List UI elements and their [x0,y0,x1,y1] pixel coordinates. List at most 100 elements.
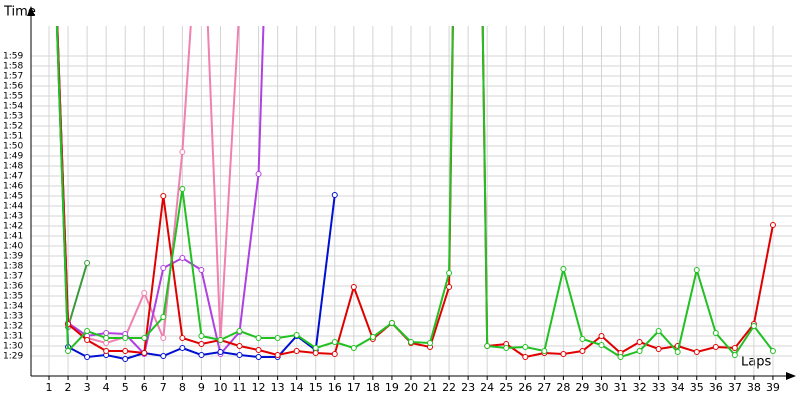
point [522,344,529,350]
y-tick-label: 1:54 [3,102,23,112]
x-tick-label: 22 [442,381,456,394]
x-tick-label: 29 [575,381,589,394]
x-tick-label: 33 [652,381,666,394]
point [446,284,453,290]
x-tick-label: 30 [594,381,608,394]
x-tick-label: 12 [252,381,266,394]
point [731,352,738,358]
y-tick-label: 1:42 [3,222,23,232]
point [179,335,186,341]
x-tick-label: 38 [747,381,761,394]
y-tick-label: 1:51 [3,132,23,142]
point [255,354,262,360]
point [84,328,91,334]
point [198,267,205,273]
point [636,339,643,345]
y-tick-label: 1:30 [3,342,23,352]
point [598,333,605,339]
point [579,348,586,354]
point [179,345,186,351]
point [598,342,605,348]
series-line [55,26,336,361]
point [103,340,110,346]
x-tick-label: 10 [213,381,227,394]
point [274,335,281,341]
y-tick-label: 1:39 [3,252,23,262]
point [617,354,624,360]
x-tick-label: 17 [347,381,361,394]
point [636,348,643,354]
point [750,323,757,329]
point [141,335,148,341]
y-tick-label: 1:38 [3,262,23,272]
point [217,337,224,343]
x-tick-label: 23 [461,381,475,394]
y-tick-label: 1:59 [3,52,23,62]
point [369,334,376,340]
x-tick-label: 13 [271,381,285,394]
x-tick-label: 27 [537,381,551,394]
point [236,352,243,358]
x-tick-label: 34 [671,381,685,394]
x-tick-label: 7 [160,381,167,394]
y-tick-label: 1:47 [3,172,23,182]
point [84,337,91,343]
x-tick-label: 31 [614,381,628,394]
y-tick-label: 1:55 [3,92,23,102]
point [198,352,205,358]
point [179,186,186,192]
point [274,352,281,358]
x-tick-label: 21 [423,381,437,394]
y-tick-label: 1:33 [3,312,23,322]
y-axis-arrow [27,6,35,16]
x-tick-label: 20 [404,381,418,394]
y-tick-label: 1:53 [3,112,23,122]
point [255,335,262,341]
point [141,350,148,356]
x-tick-label: 25 [499,381,513,394]
point [712,330,719,336]
point [179,255,186,261]
point [560,351,567,357]
point [655,346,662,352]
y-tick-label: 1:46 [3,182,23,192]
x-tick-label: 16 [328,381,342,394]
x-tick-label: 2 [65,381,72,394]
x-tick-label: 15 [309,381,323,394]
y-tick-label: 1:48 [3,162,23,172]
x-tick-label: 24 [480,381,494,394]
point [331,351,338,357]
y-tick-label: 1:34 [3,302,23,312]
x-tick-label: 1 [46,381,53,394]
y-tick-label: 1:31 [3,332,23,342]
y-tick-label: 1:50 [3,142,23,152]
y-tick-label: 1:43 [3,212,23,222]
point [312,345,319,351]
point [350,284,357,290]
point [407,339,414,345]
x-tick-label: 32 [633,381,647,394]
point [141,290,148,296]
point [503,345,510,351]
point [122,348,129,354]
point [103,348,110,354]
point [693,267,700,273]
x-tick-label: 6 [141,381,148,394]
y-tick-label: 1:36 [3,282,23,292]
point [84,354,91,360]
point [522,354,529,360]
point [255,171,262,177]
point [731,345,738,351]
y-tick-label: 1:37 [3,272,23,282]
point [255,347,262,353]
y-tick-label: 1:58 [3,62,23,72]
y-tick-label: 1:40 [3,242,23,252]
point [769,222,776,228]
point [769,348,776,354]
y-tick-label: 1:29 [3,352,23,362]
x-tick-label: 4 [103,381,110,394]
point [65,348,72,354]
x-tick-label: 37 [728,381,742,394]
point [331,192,338,198]
point [122,335,129,341]
